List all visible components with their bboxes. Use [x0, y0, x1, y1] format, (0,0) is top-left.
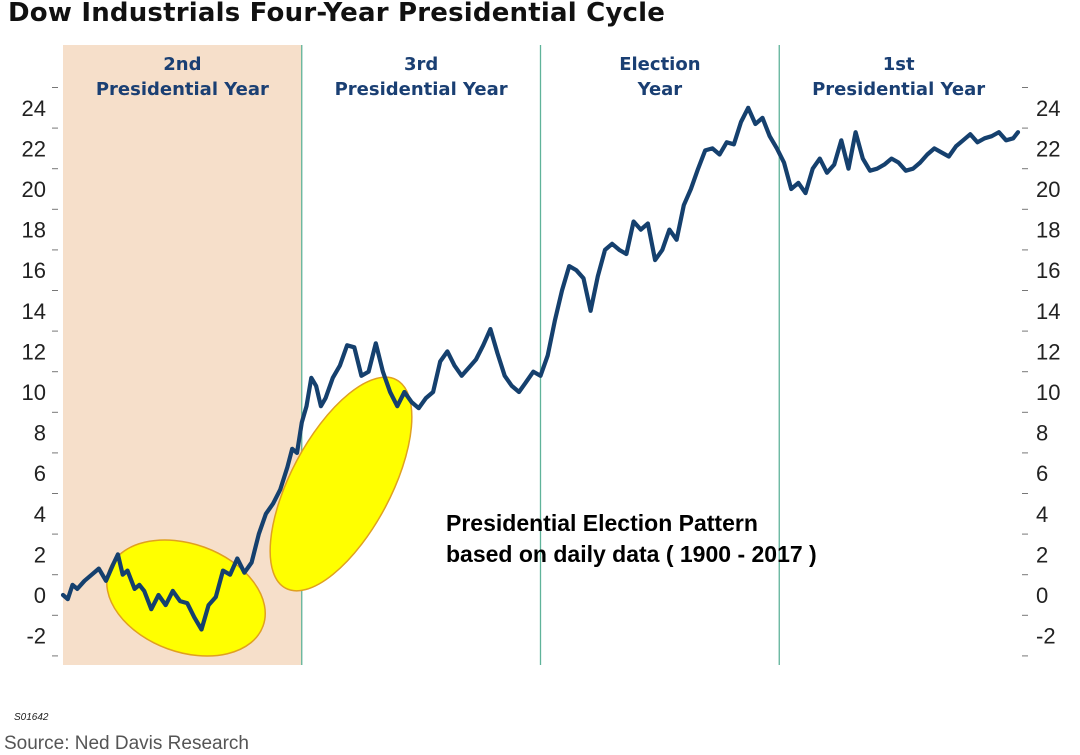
- y-tick-label-right: 18: [1036, 218, 1060, 243]
- phase-label: Presidential Year: [335, 79, 508, 100]
- y-tick-label-left: 14: [22, 299, 46, 324]
- y-tick-label-right: 4: [1036, 502, 1048, 527]
- y-tick-label-right: 20: [1036, 177, 1060, 202]
- y-tick-label-left: 24: [22, 96, 46, 121]
- phase-label: 3rd: [404, 54, 438, 75]
- series-line-layer: [60, 105, 1021, 632]
- annotation-line-2: based on daily data ( 1900 - 2017 ): [446, 541, 817, 567]
- y-tick-label-right: 14: [1036, 299, 1060, 324]
- y-tick-label-left: 4: [34, 502, 46, 527]
- y-tick-label-left: 8: [34, 421, 46, 446]
- y-tick-label-right: 6: [1036, 461, 1048, 486]
- phase-label: Election: [619, 54, 700, 75]
- y-tick-label-right: 2: [1036, 542, 1048, 567]
- phase-label: 2nd: [163, 54, 201, 75]
- y-tick-label-left: 22: [22, 136, 46, 161]
- y-tick-label-left: 2: [34, 542, 46, 567]
- y-tick-label-right: 22: [1036, 136, 1060, 161]
- y-tick-label-right: -2: [1036, 624, 1056, 649]
- y-tick-label-left: 16: [22, 258, 46, 283]
- highlight-layer: [106, 376, 413, 657]
- y-tick-label-left: 20: [22, 177, 46, 202]
- y-tick-label-right: 0: [1036, 583, 1048, 608]
- y-tick-label-left: 10: [22, 380, 46, 405]
- y-tick-label-left: 12: [22, 339, 46, 364]
- y-tick-label-left: 0: [34, 583, 46, 608]
- phase-label: Year: [637, 79, 683, 100]
- y-tick-label-right: 8: [1036, 421, 1048, 446]
- y-tick-label-right: 12: [1036, 339, 1060, 364]
- y-tick-label-left: -2: [26, 624, 46, 649]
- highlight-ellipse: [269, 376, 413, 592]
- y-tick-label-left: 18: [22, 218, 46, 243]
- chart-code: S01642: [14, 712, 49, 723]
- phase-label: Presidential Year: [812, 79, 985, 100]
- phase-label: 1st: [883, 54, 915, 75]
- series-line: [60, 105, 1021, 632]
- phase-label: Presidential Year: [96, 79, 269, 100]
- y-tick-label-right: 16: [1036, 258, 1060, 283]
- y-tick-label-left: 6: [34, 461, 46, 486]
- annotation-line-1: Presidential Election Pattern: [446, 510, 758, 536]
- phase-label-layer: 2nd Presidential Year 3rd Presidential Year…: [96, 54, 985, 100]
- y-tick-label-right: 24: [1036, 96, 1060, 121]
- y-tick-label-right: 10: [1036, 380, 1060, 405]
- source-note: Source: Ned Davis Research: [4, 733, 249, 754]
- chart-title: Dow Industrials Four-Year Presidential C…: [8, 0, 666, 28]
